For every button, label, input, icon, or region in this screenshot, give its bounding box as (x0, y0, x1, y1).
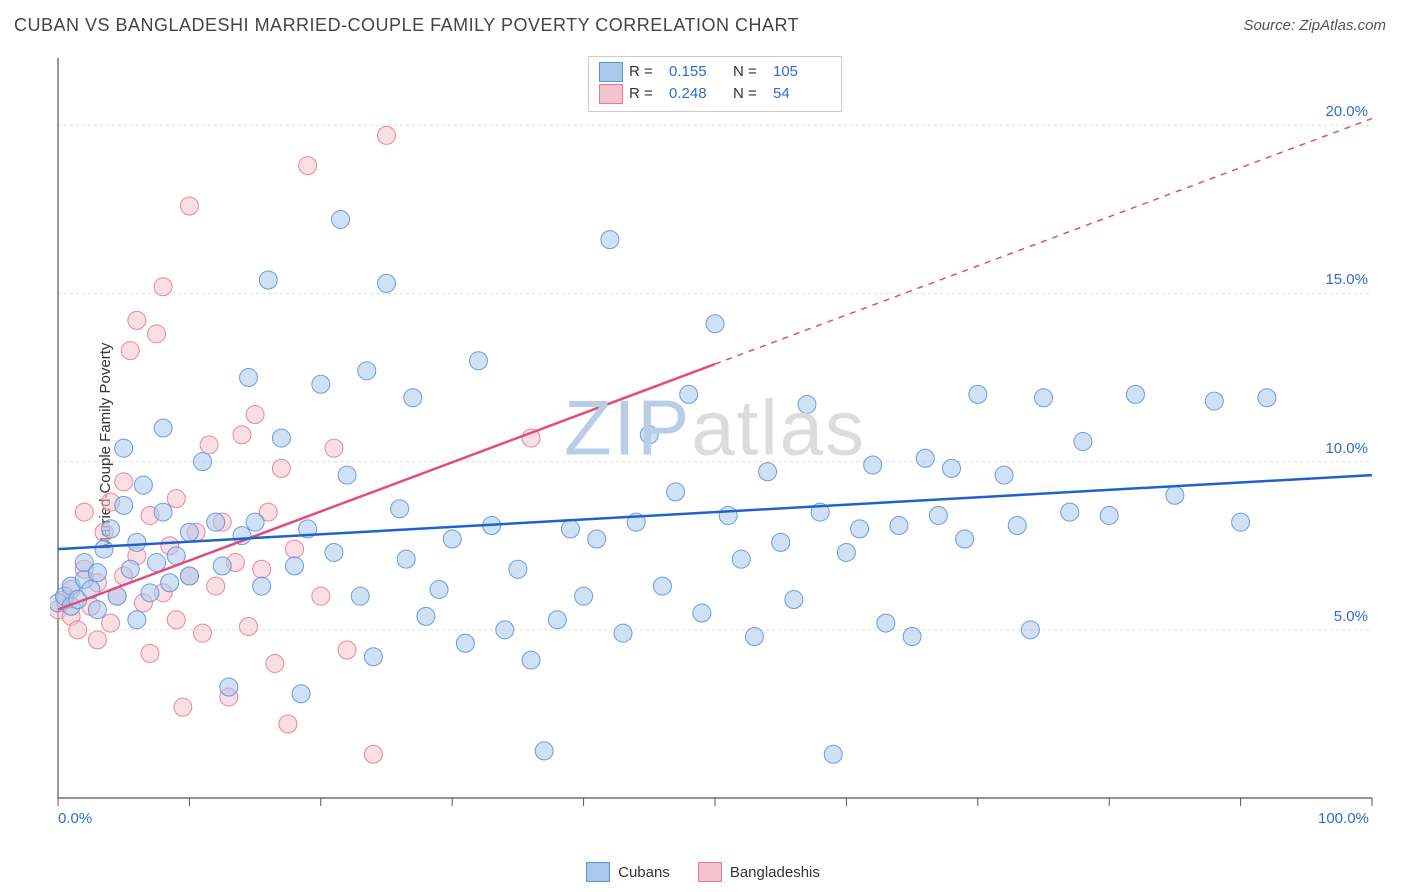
legend-swatch-bangladeshis-icon (698, 862, 722, 882)
legend-n-bangladeshis: 54 (773, 83, 831, 105)
chart-title: CUBAN VS BANGLADESHI MARRIED-COUPLE FAMI… (14, 15, 799, 36)
legend-label-cubans: Cubans (618, 864, 670, 881)
legend-r-cubans: 0.155 (669, 61, 727, 83)
legend-stats: R = 0.155 N = 105 R = 0.248 N = 54 (588, 56, 842, 112)
legend-n-label: N = (733, 83, 767, 105)
legend-label-bangladeshis: Bangladeshis (730, 864, 820, 881)
legend-n-label: N = (733, 61, 767, 83)
legend-swatch-cubans-icon (586, 862, 610, 882)
legend-series: Cubans Bangladeshis (0, 862, 1406, 882)
legend-stats-row-cubans: R = 0.155 N = 105 (599, 61, 831, 83)
chart-source: Source: ZipAtlas.com (1243, 17, 1386, 34)
y-tick-label: 15.0% (1325, 271, 1368, 288)
x-tick-label: 0.0% (58, 810, 92, 827)
chart-header: CUBAN VS BANGLADESHI MARRIED-COUPLE FAMI… (0, 0, 1406, 50)
legend-swatch-bangladeshis (599, 84, 623, 104)
legend-n-cubans: 105 (773, 61, 831, 83)
legend-r-bangladeshis: 0.248 (669, 83, 727, 105)
legend-stats-row-bangladeshis: R = 0.248 N = 54 (599, 83, 831, 105)
legend-swatch-cubans (599, 62, 623, 82)
x-tick-label: 100.0% (1318, 810, 1369, 827)
legend-item-cubans: Cubans (586, 862, 670, 882)
y-tick-label: 5.0% (1334, 608, 1368, 625)
legend-item-bangladeshis: Bangladeshis (698, 862, 820, 882)
plot-area: ZIPatlas R = 0.155 N = 105 R = 0.248 N =… (50, 54, 1380, 834)
y-tick-label: 10.0% (1325, 440, 1368, 457)
legend-r-label: R = (629, 61, 663, 83)
scatter-plot-svg (50, 54, 1380, 834)
y-tick-label: 20.0% (1325, 103, 1368, 120)
legend-r-label: R = (629, 83, 663, 105)
